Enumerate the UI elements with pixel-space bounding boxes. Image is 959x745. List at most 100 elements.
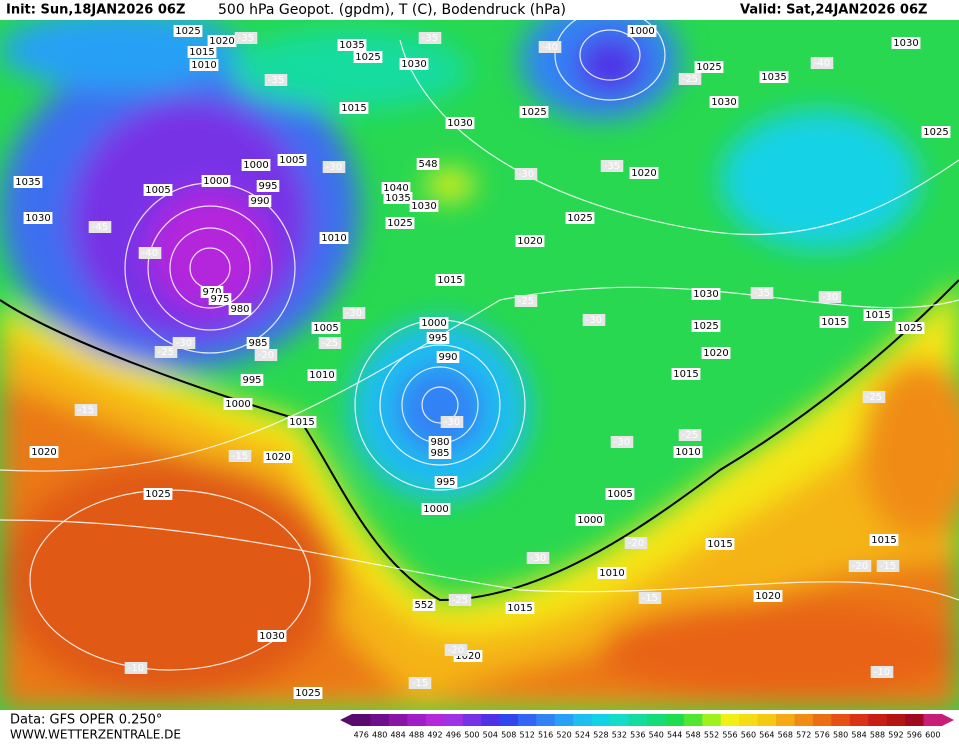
- isobar-label-box: [519, 106, 549, 118]
- isobar-label-box: [399, 58, 429, 70]
- colorbar-label: 572: [796, 731, 811, 740]
- isobar-label-box: [819, 316, 849, 328]
- isobar-label-box: [426, 332, 450, 344]
- isobar-label-box: [891, 37, 921, 49]
- isobar-label-box: [187, 46, 217, 58]
- colorbar-label: 512: [520, 731, 535, 740]
- isobar-label-box: [246, 337, 270, 349]
- isobar-label-box: [419, 317, 449, 329]
- isobar-label-box: [671, 368, 701, 380]
- colorbar-swatch: [757, 714, 777, 726]
- temperature-label: -25: [322, 338, 338, 349]
- isobar-label: 1005: [145, 185, 170, 196]
- isobar-label-box: [223, 398, 253, 410]
- colorbar-swatch: [683, 714, 703, 726]
- isobar-label: 1020: [755, 591, 780, 602]
- isobar-label: 985: [430, 448, 449, 459]
- isobar-label: 1030: [447, 118, 472, 129]
- isobar-label-box: [257, 630, 287, 642]
- isobar-label-box: [201, 175, 231, 187]
- isobar-label-box: [293, 687, 323, 699]
- colorbar-swatch: [868, 714, 888, 726]
- isobar-label-box: [709, 96, 739, 108]
- temperature-label: -25: [452, 595, 468, 606]
- isobar-label: 1020: [517, 236, 542, 247]
- isobar-label-box: [597, 567, 627, 579]
- colorbar-swatch: [444, 714, 464, 726]
- isobar-label: 995: [436, 477, 455, 488]
- temperature-label: -15: [232, 451, 248, 462]
- isobar-label: 995: [242, 375, 261, 386]
- isobar-label-box: [256, 180, 280, 192]
- isobar-label: 980: [230, 304, 249, 315]
- map-field: [0, 20, 959, 710]
- colorbar-swatch: [831, 714, 851, 726]
- colorbar-swatch: [905, 714, 925, 726]
- isobar-label: 1015: [673, 369, 698, 380]
- temperature-label-box: [862, 391, 886, 403]
- map-labels: 1025102010151010103510251030100010301025…: [13, 25, 951, 699]
- contour-label-box: [416, 158, 440, 170]
- temperature-label-box: [124, 662, 148, 674]
- isobar-label: 1000: [423, 504, 448, 515]
- temperature-label-box: [538, 41, 562, 53]
- isobar-label: 1000: [225, 399, 250, 410]
- temperature-label: -35: [754, 288, 770, 299]
- colorbar-label: 488: [409, 731, 424, 740]
- temperature-label: -35: [422, 33, 438, 44]
- temperature-label: -30: [346, 308, 362, 319]
- isobar-label-box: [208, 293, 232, 305]
- isobar-label: 1040: [383, 183, 408, 194]
- colorbar-swatch: [425, 714, 445, 726]
- isobar-label-box: [421, 503, 451, 515]
- isobar-label-box: [409, 200, 439, 212]
- temperature-label-box: [418, 32, 442, 44]
- colorbar-swatch: [739, 714, 759, 726]
- isobar-label: 995: [258, 181, 277, 192]
- isobar-label-box: [353, 51, 383, 63]
- temperature-label: -30: [444, 417, 460, 428]
- temperature-label: -30: [822, 292, 838, 303]
- colorbar-swatch: [665, 714, 685, 726]
- temperature-label: -35: [238, 33, 254, 44]
- isobar-label-box: [691, 288, 721, 300]
- isobar-label: 1010: [191, 60, 216, 71]
- isobar-label: 1010: [675, 447, 700, 458]
- temperature-label-box: [138, 247, 162, 259]
- isobar-label-box: [705, 538, 735, 550]
- colorbar-swatch: [886, 714, 906, 726]
- colorbar-swatch: [702, 714, 722, 726]
- temperature-label: -40: [542, 42, 558, 53]
- temperature-label-box: [848, 560, 872, 572]
- isobar-label: 1035: [15, 177, 40, 188]
- isobar-label-box: [869, 534, 899, 546]
- temperature-label-box: [254, 349, 278, 361]
- isobar-label: 1030: [25, 213, 50, 224]
- temperature-label: -25: [866, 392, 882, 403]
- isobar-label: 990: [438, 352, 457, 363]
- isobar-label-box: [311, 322, 341, 334]
- colorbar-label: 520: [556, 731, 571, 740]
- isobar-label-box: [381, 182, 411, 194]
- colorbar-arrow-high: [942, 714, 954, 726]
- temperature-label: -10: [128, 663, 144, 674]
- temperature-label: -35: [268, 75, 284, 86]
- isobar-label: 1035: [339, 40, 364, 51]
- isobar-label: 1000: [577, 515, 602, 526]
- colorbar-swatch: [849, 714, 869, 726]
- isobar-label-box: [863, 309, 893, 321]
- temperature-label-box: [600, 160, 624, 172]
- temperature-label-box: [514, 295, 538, 307]
- colorbar-label: 496: [446, 731, 461, 740]
- temperature-label-box: [818, 291, 842, 303]
- temperature-label: -30: [326, 162, 342, 173]
- temperature-label-box: [408, 677, 432, 689]
- colorbar-swatch: [591, 714, 611, 726]
- colorbar-label: 544: [667, 731, 682, 740]
- temperature-label-box: [610, 436, 634, 448]
- isobar-label: 985: [248, 338, 267, 349]
- isobar-label: 1000: [629, 26, 654, 37]
- temperature-label-box: [624, 537, 648, 549]
- temperature-label: -20: [258, 350, 274, 361]
- isobar-label-box: [428, 447, 452, 459]
